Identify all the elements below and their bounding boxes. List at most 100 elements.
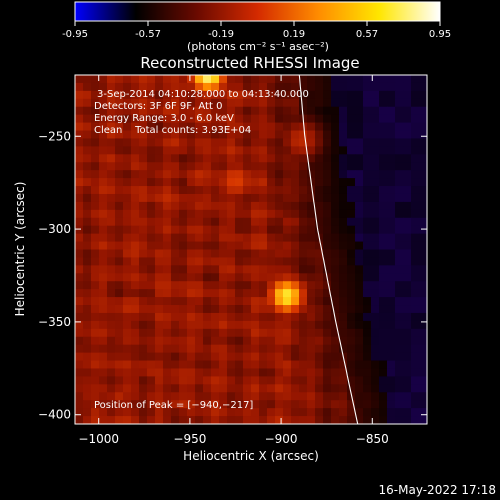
heatmap-cell [75,75,84,84]
heatmap-cell [227,138,236,147]
heatmap-cell [187,138,196,147]
heatmap-cell [155,305,164,314]
heatmap-cell [91,352,100,362]
heatmap-cell [267,201,276,211]
heatmap-cell [331,408,340,417]
heatmap-cell [123,130,132,140]
heatmap-cell [187,392,196,401]
heatmap-cell [355,178,364,187]
heatmap-cell [195,289,204,298]
heatmap-cell [395,186,404,195]
heatmap-cell [155,75,164,84]
heatmap-cell [299,392,308,401]
heatmap-cell [203,416,212,424]
heatmap-cell [99,90,108,100]
heatmap-cell [211,193,220,203]
heatmap-cell [355,98,364,108]
heatmap-cell [75,344,84,354]
heatmap-cell [387,416,396,424]
heatmap-cell [155,360,164,370]
heatmap-cell [139,400,148,409]
heatmap-cell [147,154,156,163]
heatmap-cell [419,352,427,362]
heatmap-cell [131,265,140,274]
heatmap-cell [107,416,116,424]
heatmap-cell [307,130,316,140]
heatmap-cell [339,344,348,354]
heatmap-cell [411,344,420,354]
heatmap-cell [235,257,244,266]
heatmap-cell [379,392,388,401]
heatmap-cell [291,114,300,124]
heatmap-cell [371,217,380,227]
heatmap-cell [411,122,420,132]
heatmap-cell [387,312,396,322]
heatmap-cell [115,400,124,409]
heatmap-cell [315,265,324,274]
heatmap-cell [91,416,100,424]
heatmap-cell [171,106,180,116]
y-axis-label: Heliocentric Y (arcsec) [13,182,27,317]
heatmap-cell [379,360,388,370]
heatmap-cell [235,225,244,235]
heatmap-cell [323,328,332,338]
heatmap-cell [131,82,140,92]
heatmap-cell [75,154,84,163]
heatmap-cell [75,209,84,219]
heatmap-cell [227,273,236,282]
heatmap-cell [291,138,300,147]
heatmap-cell [123,170,132,179]
heatmap-cell [195,201,204,211]
heatmap-cell [171,241,180,251]
heatmap-cell [267,408,276,417]
heatmap-cell [315,170,324,179]
heatmap-cell [123,186,132,195]
heatmap-cell [355,257,364,266]
heatmap-cell [179,122,188,132]
heatmap-cell [363,225,372,235]
heatmap-cell [171,225,180,235]
heatmap-cell [395,320,404,330]
heatmap-cell [83,328,92,338]
heatmap-cell [227,217,236,227]
heatmap-cell [411,186,420,195]
heatmap-cell [179,186,188,195]
heatmap-cell [187,241,196,251]
heatmap-cell [315,98,324,108]
heatmap-cell [291,368,300,378]
heatmap-cell [227,344,236,354]
heatmap-cell [219,384,228,393]
heatmap-cell [275,312,284,322]
heatmap-cell [115,312,124,322]
heatmap-cell [235,217,244,227]
heatmap-cell [139,376,148,385]
heatmap-cell [75,193,84,203]
heatmap-cell [155,392,164,401]
heatmap-cell [355,376,364,385]
heatmap-cell [179,170,188,179]
heatmap-cell [83,225,92,235]
heatmap-cell [187,265,196,274]
heatmap-cell [195,193,204,203]
heatmap-cell [371,75,380,84]
heatmap-cell [291,193,300,203]
heatmap-cell [227,154,236,163]
heatmap-cell [227,297,236,306]
heatmap-cell [163,368,172,378]
heatmap-cell [275,241,284,251]
heatmap-cell [291,170,300,179]
heatmap-cell [267,320,276,330]
heatmap-cell [331,273,340,282]
heatmap-cell [91,225,100,235]
heatmap-cell [347,328,356,338]
heatmap-cell [307,289,316,298]
heatmap-cell [259,352,268,362]
heatmap-cell [243,297,252,306]
heatmap-cell [131,312,140,322]
heatmap-cell [251,186,260,195]
heatmap-cell [395,114,404,124]
heatmap-cell [147,265,156,274]
heatmap-cell [131,344,140,354]
heatmap-cell [75,249,84,259]
heatmap-cell [419,217,427,227]
